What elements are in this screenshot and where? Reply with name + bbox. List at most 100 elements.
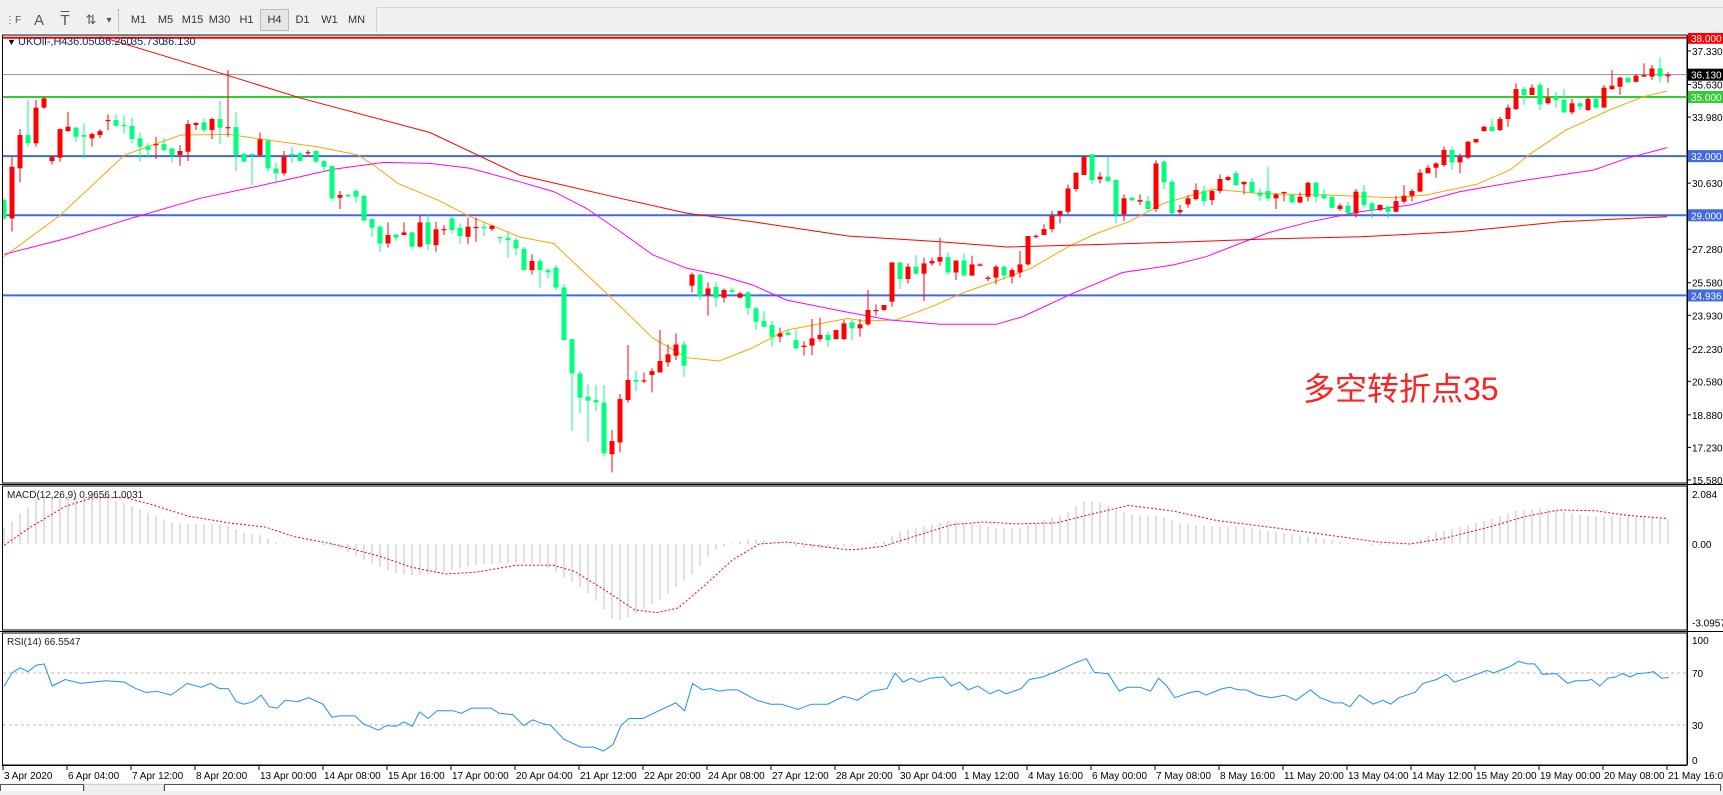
candle: [257, 132, 263, 156]
time-axis-label: 24 Apr 08:00: [708, 771, 765, 782]
chart-svg[interactable]: 37.330 35.630 33.980 30.630 27.280 25.580 23.9…: [0, 31, 1723, 790]
candle-body: [873, 309, 879, 312]
toolbar-separator: [118, 9, 121, 31]
candle: [457, 223, 463, 244]
candle: [801, 341, 807, 356]
chart-tab[interactable]: [0, 784, 84, 791]
candle: [385, 222, 391, 248]
collapse-triangle-icon[interactable]: ▼: [7, 37, 16, 47]
candle: [745, 291, 751, 316]
timeframe-h1-button[interactable]: H1: [239, 14, 254, 26]
candle: [1201, 185, 1207, 206]
candle-body: [401, 232, 407, 235]
candle: [1425, 164, 1431, 174]
candle-body: [505, 237, 511, 241]
candle: [9, 156, 15, 232]
candle: [1161, 160, 1167, 190]
candle: [377, 225, 383, 252]
timeframe-mn-button[interactable]: MN: [347, 14, 366, 26]
candle: [873, 304, 879, 316]
candle-body: [993, 266, 999, 278]
price-axis-label: 25.580: [1692, 279, 1723, 290]
candle: [121, 115, 127, 134]
candle-body: [825, 334, 831, 341]
candle: [1017, 250, 1023, 278]
candle: [1209, 190, 1215, 206]
candle-body: [1465, 141, 1471, 158]
candle-body: [481, 226, 487, 229]
time-axis-label: 15 Apr 16:00: [388, 771, 445, 782]
candle: [721, 288, 727, 303]
timeframe-m5-button[interactable]: M5: [157, 14, 174, 26]
chart-window[interactable]: 37.330 35.630 33.980 30.630 27.280 25.580 23.9…: [0, 31, 1723, 790]
candle: [905, 263, 911, 284]
candle-body: [49, 156, 55, 162]
text-label-icon[interactable]: T: [60, 11, 70, 29]
chart-tab[interactable]: [84, 784, 164, 791]
timeframe-m1-button[interactable]: M1: [130, 14, 147, 26]
candle: [609, 430, 615, 473]
timeframe-w1-button[interactable]: W1: [321, 14, 338, 26]
candle-body: [913, 266, 919, 274]
candle-body: [577, 373, 583, 398]
candle-body: [1337, 205, 1343, 209]
candle-body: [1649, 68, 1655, 77]
timeframe-m30-button[interactable]: M30: [208, 14, 231, 26]
timeframe-m15-button[interactable]: M15: [181, 14, 204, 26]
candle-body: [1193, 190, 1199, 200]
candle-body: [1401, 195, 1407, 202]
candle: [113, 114, 119, 127]
candle-body: [801, 345, 807, 348]
candle: [1329, 195, 1335, 209]
candle: [1233, 171, 1239, 186]
candle: [233, 112, 239, 172]
candle: [1489, 119, 1495, 132]
rsi-axis-label: 30: [1692, 721, 1704, 732]
candle: [665, 344, 671, 367]
candle: [1585, 97, 1591, 111]
candle: [1441, 146, 1447, 167]
candle-body: [1097, 176, 1103, 180]
candle: [1137, 194, 1143, 206]
candle-body: [1481, 126, 1487, 132]
candle-body: [441, 229, 447, 231]
candle-body: [1361, 191, 1367, 206]
candle: [1113, 178, 1119, 224]
candle-body: [249, 153, 255, 156]
level-price-tag: [1688, 150, 1723, 163]
time-axis-label: 13 May 04:00: [1348, 771, 1409, 782]
candle: [201, 118, 207, 133]
candle: [625, 345, 631, 403]
candle: [713, 282, 719, 307]
candle: [1393, 195, 1399, 213]
candle-body: [3, 200, 7, 219]
time-axis-label: 11 May 20:00: [1284, 771, 1344, 782]
candle-body: [121, 124, 127, 127]
candle: [1457, 153, 1463, 174]
annotation-text[interactable]: 多空转折点35: [1303, 371, 1499, 407]
timeframe-h4-button[interactable]: H4: [260, 9, 289, 31]
candle: [1273, 193, 1279, 209]
candle-body: [81, 135, 87, 137]
timeframe-d1-button[interactable]: D1: [295, 14, 310, 26]
candle-body: [177, 150, 183, 155]
chevron-down-icon[interactable]: ▾: [106, 14, 112, 26]
candle: [1569, 98, 1575, 115]
candle: [1169, 179, 1175, 215]
candle-body: [1617, 77, 1623, 87]
arrows-icon[interactable]: ⇅: [85, 12, 97, 27]
candle-body: [1169, 181, 1175, 214]
candle: [409, 231, 415, 249]
candle: [1593, 96, 1599, 109]
text-icon[interactable]: A: [33, 11, 44, 29]
candle-body: [225, 127, 231, 129]
chart-tab[interactable]: [164, 784, 1721, 791]
candle-body: [153, 144, 159, 146]
fibonacci-fan-icon[interactable]: ⋮F: [4, 14, 22, 26]
candle-body: [1017, 264, 1023, 273]
candle: [497, 236, 503, 244]
candle-body: [937, 257, 943, 262]
candle-body: [1409, 191, 1415, 196]
candle: [1481, 125, 1487, 132]
time-axis-label: 8 May 16:00: [1220, 771, 1275, 782]
